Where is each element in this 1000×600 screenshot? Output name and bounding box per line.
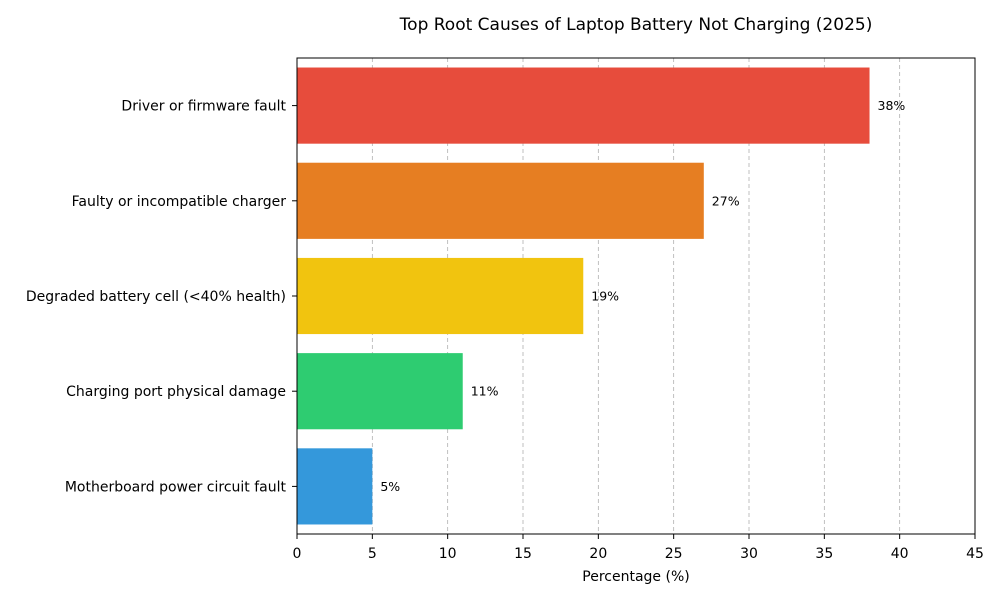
x-tick-label: 15 bbox=[514, 546, 532, 562]
bar bbox=[297, 448, 373, 525]
bar bbox=[297, 257, 584, 335]
bar bbox=[297, 162, 704, 239]
x-tick-label: 40 bbox=[891, 546, 909, 562]
x-tick-label: 45 bbox=[966, 546, 984, 562]
bar-value-label: 11% bbox=[471, 384, 499, 399]
bar-value-label: 27% bbox=[712, 193, 740, 208]
bar-value-label: 38% bbox=[878, 98, 906, 113]
x-tick-label: 35 bbox=[815, 546, 833, 562]
x-axis-ticks: 0 5 10 15 20 25 30 35 40 45 bbox=[293, 534, 984, 562]
category-label: Motherboard power circuit fault bbox=[65, 479, 287, 495]
category-label: Degraded battery cell (<40% health) bbox=[26, 289, 286, 305]
x-tick-label: 25 bbox=[665, 546, 683, 562]
bars bbox=[297, 67, 870, 525]
data-labels: 38% 27% 19% 11% 5% bbox=[380, 98, 905, 494]
bar bbox=[297, 67, 870, 144]
x-axis-label: Percentage (%) bbox=[582, 569, 689, 585]
category-label: Driver or firmware fault bbox=[121, 99, 286, 115]
x-tick-label: 0 bbox=[293, 546, 302, 562]
x-tick-label: 20 bbox=[589, 546, 607, 562]
x-tick-label: 10 bbox=[439, 546, 457, 562]
bar bbox=[297, 353, 463, 430]
y-axis-categories: Driver or firmware fault Faulty or incomp… bbox=[26, 99, 297, 495]
category-label: Charging port physical damage bbox=[66, 384, 286, 400]
chart-title: Top Root Causes of Laptop Battery Not Ch… bbox=[399, 15, 873, 35]
category-label: Faulty or incompatible charger bbox=[72, 194, 287, 210]
x-tick-label: 30 bbox=[740, 546, 758, 562]
x-tick-label: 5 bbox=[368, 546, 377, 562]
bar-value-label: 5% bbox=[380, 479, 400, 494]
bar-value-label: 19% bbox=[591, 289, 619, 304]
